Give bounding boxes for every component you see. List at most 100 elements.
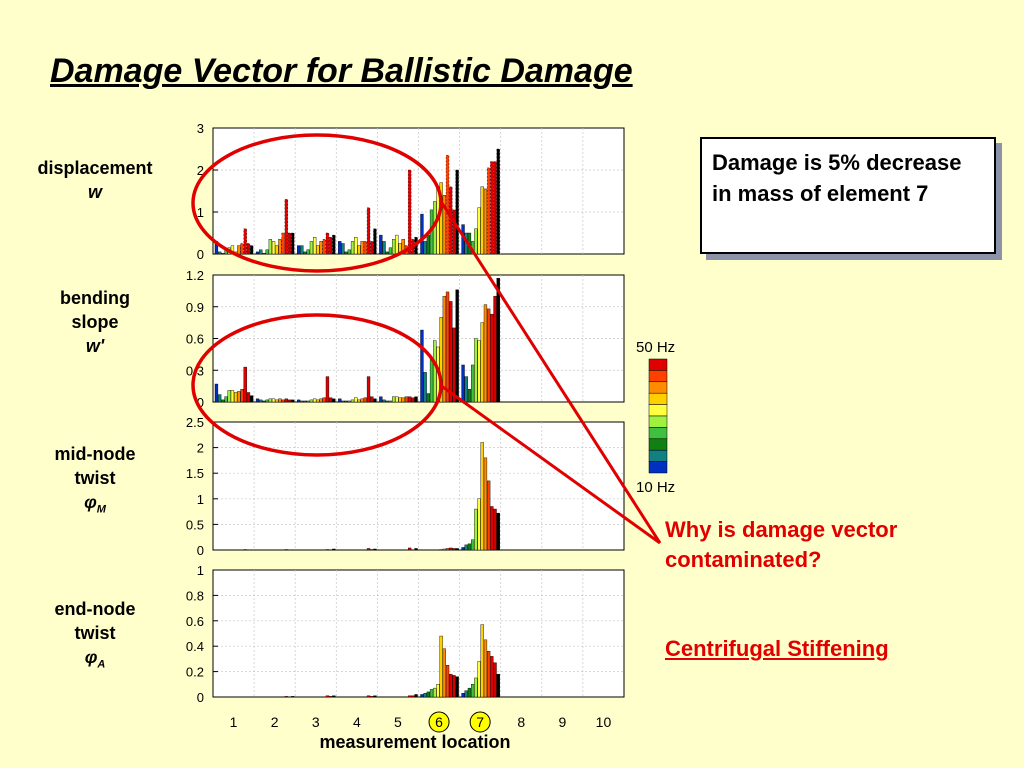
colorbar-bottom-label: 10 Hz — [636, 479, 675, 496]
bar — [350, 399, 355, 403]
bar — [379, 234, 383, 255]
colorbar-swatch — [648, 449, 668, 462]
bar — [243, 366, 247, 403]
bar — [271, 398, 276, 403]
bar — [467, 389, 472, 403]
bar — [214, 383, 219, 403]
x-axis-label: measurement location — [319, 732, 510, 752]
bar — [297, 399, 301, 403]
ylabel-mid-node-twist: mid-node twist φM — [40, 442, 150, 522]
bar — [240, 389, 244, 403]
bar — [420, 329, 424, 403]
bar — [398, 397, 402, 403]
ylabel-mid-symbol: φM — [40, 490, 150, 522]
bar — [420, 694, 424, 698]
bar — [442, 194, 446, 255]
bar — [373, 228, 377, 255]
centrifugal-stiffening-link[interactable]: Centrifugal Stiffening — [665, 636, 889, 661]
pointer-line-lower — [439, 383, 661, 545]
bar — [271, 241, 276, 255]
bar — [433, 687, 437, 698]
bar — [411, 695, 415, 698]
bar — [322, 397, 326, 403]
bar — [262, 252, 266, 255]
bar — [278, 239, 282, 255]
y-tick-label: 1 — [197, 492, 204, 507]
bar — [325, 549, 330, 551]
bar — [493, 161, 497, 255]
bar — [224, 396, 228, 403]
ylabel-end-phi: φ — [84, 647, 98, 667]
bar — [344, 400, 348, 403]
bar — [300, 400, 304, 403]
bar — [408, 396, 412, 403]
colorbar-swatch — [648, 392, 668, 405]
panel-end-node-twist: 0 0.2 0.4 0.6 0.8 1 — [186, 563, 625, 705]
colorbar-legend: 50 Hz 10 Hz — [636, 339, 675, 496]
bar — [467, 687, 472, 698]
bar — [366, 376, 371, 403]
bar — [455, 676, 459, 698]
bar — [354, 236, 358, 255]
bar — [414, 548, 418, 551]
ylabel-bending-symbol: w' — [85, 336, 105, 356]
bar — [332, 548, 336, 551]
bar — [477, 340, 481, 403]
bar — [309, 241, 314, 255]
bar — [281, 232, 285, 255]
y-tick-label: 0 — [197, 247, 204, 262]
bar — [452, 548, 456, 551]
bar — [370, 696, 374, 698]
bar — [284, 398, 288, 403]
bar — [379, 396, 383, 403]
bar — [370, 396, 374, 403]
colorbar-swatch — [648, 427, 668, 440]
x-tick-label: 4 — [353, 714, 361, 730]
slide-title: Damage Vector for Ballistic Damage — [50, 52, 633, 90]
bar — [322, 239, 326, 255]
y-tick-label: 1 — [197, 205, 204, 220]
y-tick-label: 1 — [197, 563, 204, 578]
x-tick-label: 1 — [230, 714, 238, 730]
bar — [429, 689, 434, 698]
y-tick-label: 0 — [197, 395, 204, 410]
bar — [477, 498, 481, 551]
bar — [404, 396, 409, 403]
bar — [455, 169, 459, 255]
bar — [265, 249, 269, 255]
ylabel-end-node-twist: end-node twist φA — [40, 597, 150, 677]
bar — [414, 396, 418, 403]
bar — [275, 399, 279, 403]
bar — [452, 209, 456, 255]
y-tick-label: 0.8 — [186, 588, 204, 603]
bar — [442, 648, 446, 698]
ylabel-displacement-text: displacement — [37, 158, 153, 178]
bar — [439, 317, 443, 403]
bar — [300, 245, 304, 255]
bar — [433, 340, 437, 403]
bar — [483, 457, 488, 551]
bar — [291, 399, 295, 403]
bar — [483, 639, 488, 698]
bar — [332, 234, 336, 255]
x-tick-label: 6 — [435, 714, 443, 730]
bar — [265, 399, 269, 403]
bar — [388, 247, 393, 255]
bar — [496, 673, 500, 698]
bar — [217, 394, 222, 403]
bar — [385, 400, 389, 403]
y-tick-label: 0.2 — [186, 665, 204, 680]
colorbar-swatch — [648, 358, 668, 371]
bar — [249, 395, 254, 403]
bar — [480, 186, 484, 255]
bar — [332, 695, 336, 698]
bar — [237, 391, 241, 403]
bar — [284, 199, 288, 255]
bar — [329, 696, 333, 698]
x-highlight-circle — [428, 711, 450, 733]
bar — [408, 547, 412, 551]
bar — [493, 295, 497, 403]
bar — [471, 684, 475, 698]
bar — [291, 232, 295, 255]
y-tick-label: 3 — [197, 121, 204, 136]
